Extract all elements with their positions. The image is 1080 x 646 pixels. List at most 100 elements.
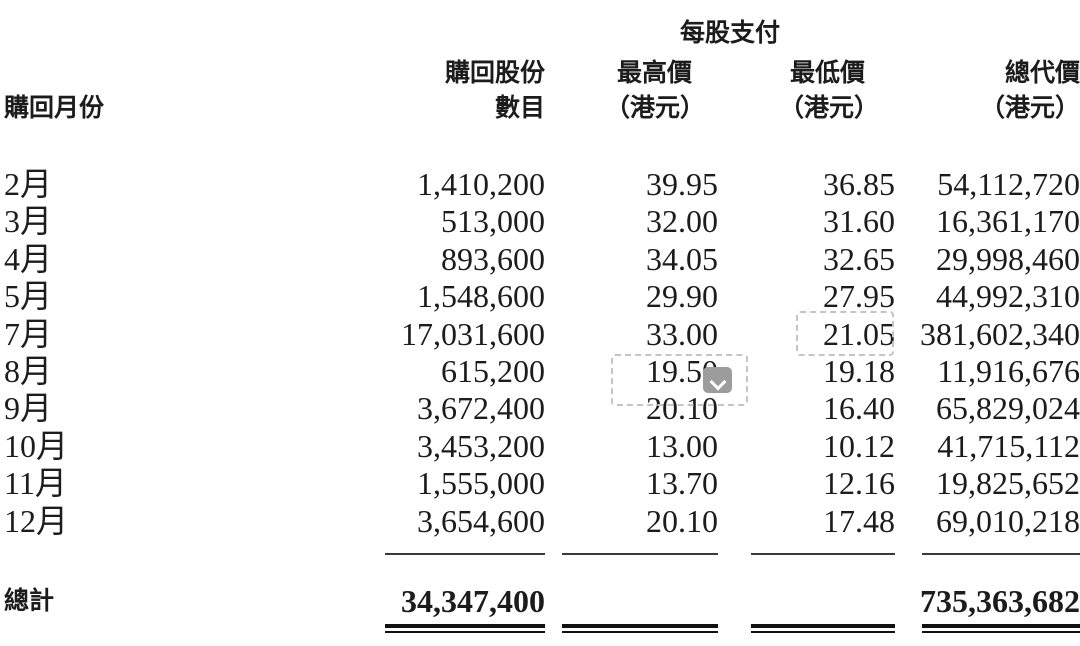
- cell-min: 27.95: [823, 278, 895, 315]
- rule-line: [751, 553, 895, 555]
- col-header-min-price: 最低價: [789, 59, 865, 87]
- cell-shares: 1,410,200: [417, 166, 545, 202]
- table-row: 8月 615,200 19.50 19.18 11,916,676: [2, 353, 1080, 390]
- col-header-month: 購回月份: [4, 94, 105, 122]
- cell-total: 44,992,310: [936, 278, 1080, 315]
- double-rule-line: [562, 624, 718, 633]
- col-header-total: 總代價: [1004, 59, 1080, 87]
- spacer: [345, 16, 545, 51]
- table-row: 11月 1,555,000 13.70 12.16 19,825,652: [2, 465, 1080, 502]
- col-header-total-unit: （港元）: [979, 94, 1080, 122]
- cell-max: 32.00: [646, 203, 718, 240]
- group-header-row: 每股支付: [2, 16, 1080, 51]
- table-row: 3月 513,000 32.00 31.60 16,361,170: [2, 203, 1080, 240]
- cell-month: 11月: [4, 465, 67, 502]
- rule-line: [385, 553, 545, 555]
- col-header-max-unit: （港元）: [604, 94, 705, 122]
- total-max: [545, 583, 718, 620]
- cell-month: 12月: [4, 502, 69, 539]
- double-rule-shares: [345, 620, 545, 638]
- table-row: 4月 893,600 34.05 32.65 29,998,460: [2, 241, 1080, 278]
- cell-month: 2月: [4, 166, 53, 202]
- col-header-shares: 購回股份: [444, 59, 545, 87]
- header-row-1: 購回股份 最高價 最低價 總代價: [2, 56, 1080, 91]
- cell-min: 32.65: [823, 240, 895, 277]
- cell-min: 31.60: [823, 203, 895, 240]
- dropdown-button[interactable]: [703, 367, 732, 393]
- cell-total: 69,010,218: [936, 502, 1080, 539]
- cell-max: 34.05: [646, 240, 718, 277]
- cell-shares: 513,000: [441, 203, 545, 240]
- cell-min: 17.48: [823, 502, 895, 539]
- single-rule-row: [2, 542, 1080, 560]
- rule-min: [718, 542, 895, 560]
- cell-month: 7月: [4, 315, 53, 352]
- cell-total: 29,998,460: [936, 240, 1080, 277]
- double-rule-min: [718, 620, 895, 638]
- cell-shares: 615,200: [441, 352, 545, 389]
- rule-line: [922, 553, 1080, 555]
- table-row: 12月 3,654,600 20.10 17.48 69,010,218: [2, 503, 1080, 540]
- cell-month: 8月: [4, 352, 53, 389]
- double-rule-line: [922, 624, 1080, 633]
- cell-min: 12.16: [823, 465, 895, 502]
- cell-min: 19.18: [823, 352, 895, 389]
- cell-max: 13.70: [646, 465, 718, 502]
- table-row: 7月 17,031,600 33.00 21.05 381,602,340: [2, 316, 1080, 353]
- spacer: [895, 16, 1080, 51]
- double-rule-line: [751, 624, 895, 633]
- rule-shares: [345, 542, 545, 560]
- total-label: 總計: [4, 587, 55, 615]
- cell-max: 20.10: [646, 390, 718, 427]
- cell-shares: 3,654,600: [417, 502, 545, 539]
- cell-total: 54,112,720: [937, 166, 1080, 202]
- cell-total: 11,916,676: [937, 352, 1080, 389]
- rule-total: [895, 542, 1080, 560]
- cell-max: 13.00: [646, 427, 718, 464]
- double-rule-row: [2, 620, 1080, 638]
- table-row: 5月 1,548,600 29.90 27.95 44,992,310: [2, 278, 1080, 315]
- cell-month: 3月: [4, 203, 53, 240]
- cell-shares: 893,600: [441, 240, 545, 277]
- group-header-per-share: 每股支付: [679, 19, 780, 47]
- col-header-min-unit: （港元）: [778, 94, 879, 122]
- chevron-down-icon: [709, 373, 726, 391]
- field-highlight-min-price: [796, 311, 894, 356]
- spacer: [2, 620, 345, 638]
- cell-max: 33.00: [646, 315, 718, 352]
- total-min: [718, 583, 895, 620]
- cell-shares: 3,453,200: [417, 427, 545, 464]
- cell-total: 41,715,112: [937, 427, 1080, 464]
- total-shares: 34,347,400: [401, 583, 545, 619]
- cell-month: 5月: [4, 278, 53, 315]
- col-header-max-price: 最高價: [616, 59, 692, 87]
- header-row-2: 購回月份 數目 （港元） （港元） （港元）: [2, 91, 1080, 126]
- cell-min: 16.40: [823, 390, 895, 427]
- spacer: [2, 542, 345, 560]
- cell-month: 4月: [4, 240, 53, 277]
- cell-total: 65,829,024: [936, 390, 1080, 427]
- cell-total: 19,825,652: [936, 465, 1080, 502]
- total-amount: 735,363,682: [920, 583, 1080, 619]
- table-row: 2月 1,410,200 39.95 36.85 54,112,720: [2, 166, 1080, 203]
- cell-month: 10月: [4, 427, 69, 464]
- cell-month: 9月: [4, 390, 53, 427]
- spacer: [2, 16, 345, 51]
- cell-max: 39.95: [646, 166, 718, 202]
- double-rule-total: [895, 620, 1080, 638]
- total-row: 總計 34,347,400 735,363,682: [2, 583, 1080, 620]
- table-body: 2月 1,410,200 39.95 36.85 54,112,720 3月 513,000…: [2, 166, 1080, 540]
- cell-min: 36.85: [823, 166, 895, 202]
- cell-total: 381,602,340: [920, 315, 1080, 352]
- cell-min: 21.05: [823, 315, 895, 352]
- double-rule-max: [545, 620, 718, 638]
- cell-total: 16,361,170: [936, 203, 1080, 240]
- field-highlight-max-price: [611, 354, 748, 406]
- rule-max: [545, 542, 718, 560]
- table-row: 9月 3,672,400 20.10 16.40 65,829,024: [2, 390, 1080, 427]
- table-row: 10月 3,453,200 13.00 10.12 41,715,112: [2, 428, 1080, 465]
- cell-min: 10.12: [823, 427, 895, 464]
- cell-shares: 17,031,600: [401, 315, 545, 352]
- double-rule-line: [385, 624, 545, 633]
